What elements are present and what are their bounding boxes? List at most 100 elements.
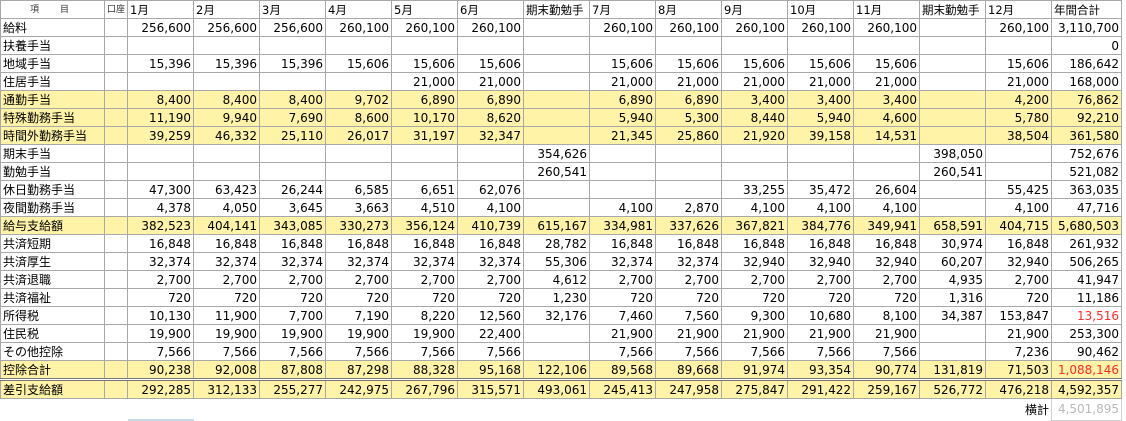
- value-cell[interactable]: 47,716: [1051, 198, 1123, 217]
- value-cell[interactable]: [655, 144, 723, 163]
- value-cell[interactable]: 260,100: [985, 18, 1053, 37]
- value-cell[interactable]: 9,940: [193, 108, 261, 127]
- value-cell[interactable]: 260,100: [325, 18, 393, 37]
- value-cell[interactable]: 720: [391, 288, 459, 307]
- value-cell[interactable]: 255,277: [259, 379, 327, 399]
- value-cell[interactable]: 7,566: [193, 342, 261, 361]
- value-cell[interactable]: [103, 90, 129, 109]
- row-label[interactable]: 休日勤務手当: [0, 180, 105, 199]
- value-cell[interactable]: 26,017: [325, 126, 393, 145]
- value-cell[interactable]: 259,167: [853, 379, 921, 399]
- value-cell[interactable]: 7,190: [325, 306, 393, 325]
- value-cell[interactable]: [985, 162, 1053, 181]
- value-cell[interactable]: 7,566: [325, 342, 393, 361]
- row-label[interactable]: 給料: [0, 18, 105, 37]
- empty-cell[interactable]: [656, 399, 722, 421]
- value-cell[interactable]: 131,819: [919, 360, 987, 381]
- value-cell[interactable]: 4,100: [787, 198, 855, 217]
- value-cell[interactable]: 15,606: [787, 54, 855, 73]
- value-cell[interactable]: 25,110: [259, 126, 327, 145]
- value-cell[interactable]: 3,400: [787, 90, 855, 109]
- value-cell[interactable]: [103, 72, 129, 91]
- value-cell[interactable]: [523, 72, 591, 91]
- value-cell[interactable]: 476,218: [985, 379, 1053, 399]
- value-cell[interactable]: [127, 36, 195, 55]
- value-cell[interactable]: [103, 270, 129, 289]
- value-cell[interactable]: 62,076: [457, 180, 525, 199]
- value-cell[interactable]: [193, 72, 261, 91]
- value-cell[interactable]: 7,566: [259, 342, 327, 361]
- value-cell[interactable]: 8,100: [853, 306, 921, 325]
- value-cell[interactable]: [127, 144, 195, 163]
- value-cell[interactable]: 242,975: [325, 379, 393, 399]
- empty-cell[interactable]: [524, 399, 590, 421]
- value-cell[interactable]: 76,862: [1051, 90, 1123, 109]
- value-cell[interactable]: 2,700: [391, 270, 459, 289]
- value-cell[interactable]: 720: [259, 288, 327, 307]
- value-cell[interactable]: [919, 126, 987, 145]
- header-cell-4[interactable]: 3月: [259, 0, 327, 19]
- header-cell-5[interactable]: 4月: [325, 0, 393, 19]
- value-cell[interactable]: 2,700: [457, 270, 525, 289]
- value-cell[interactable]: 11,186: [1051, 288, 1123, 307]
- value-cell[interactable]: 90,774: [853, 360, 921, 381]
- value-cell[interactable]: 720: [787, 288, 855, 307]
- value-cell[interactable]: 6,890: [457, 90, 525, 109]
- value-cell[interactable]: 2,700: [589, 270, 657, 289]
- value-cell[interactable]: 19,900: [391, 324, 459, 343]
- value-cell[interactable]: 90,462: [1051, 342, 1123, 361]
- value-cell[interactable]: [721, 144, 789, 163]
- value-cell[interactable]: 4,050: [193, 198, 261, 217]
- value-cell[interactable]: 2,700: [325, 270, 393, 289]
- value-cell[interactable]: [259, 36, 327, 55]
- row-label[interactable]: 地域手当: [0, 54, 105, 73]
- value-cell[interactable]: 720: [127, 288, 195, 307]
- value-cell[interactable]: 260,541: [919, 162, 987, 181]
- value-cell[interactable]: 87,298: [325, 360, 393, 381]
- value-cell[interactable]: 260,100: [853, 18, 921, 37]
- empty-cell[interactable]: [920, 399, 986, 421]
- value-cell[interactable]: [103, 234, 129, 253]
- header-cell-6[interactable]: 5月: [391, 0, 459, 19]
- value-cell[interactable]: 168,000: [1051, 72, 1123, 91]
- value-cell[interactable]: 22,400: [457, 324, 525, 343]
- value-cell[interactable]: 493,061: [523, 379, 591, 399]
- value-cell[interactable]: 3,400: [721, 90, 789, 109]
- value-cell[interactable]: 5,780: [985, 108, 1053, 127]
- value-cell[interactable]: 260,100: [391, 18, 459, 37]
- row-label[interactable]: 時間外勤務手当: [0, 126, 105, 145]
- value-cell[interactable]: 32,940: [985, 252, 1053, 271]
- value-cell[interactable]: 404,141: [193, 216, 261, 235]
- value-cell[interactable]: 7,700: [259, 306, 327, 325]
- value-cell[interactable]: [103, 324, 129, 343]
- value-cell[interactable]: [193, 36, 261, 55]
- value-cell[interactable]: 658,591: [919, 216, 987, 235]
- value-cell[interactable]: 16,848: [589, 234, 657, 253]
- value-cell[interactable]: [325, 36, 393, 55]
- value-cell[interactable]: 21,000: [655, 72, 723, 91]
- value-cell[interactable]: [259, 144, 327, 163]
- value-cell[interactable]: 21,000: [589, 72, 657, 91]
- value-cell[interactable]: 21,900: [787, 324, 855, 343]
- value-cell[interactable]: 330,273: [325, 216, 393, 235]
- value-cell[interactable]: [919, 72, 987, 91]
- value-cell[interactable]: [103, 379, 129, 399]
- row-label[interactable]: 住居手当: [0, 72, 105, 91]
- value-cell[interactable]: 88,328: [391, 360, 459, 381]
- value-cell[interactable]: 2,700: [787, 270, 855, 289]
- value-cell[interactable]: 4,100: [985, 198, 1053, 217]
- value-cell[interactable]: 32,374: [655, 252, 723, 271]
- value-cell[interactable]: 3,400: [853, 90, 921, 109]
- value-cell[interactable]: [391, 144, 459, 163]
- value-cell[interactable]: 35,472: [787, 180, 855, 199]
- value-cell[interactable]: 260,541: [523, 162, 591, 181]
- value-cell[interactable]: [919, 18, 987, 37]
- value-cell[interactable]: 47,300: [127, 180, 195, 199]
- value-cell[interactable]: 7,566: [853, 342, 921, 361]
- value-cell[interactable]: 256,600: [127, 18, 195, 37]
- value-cell[interactable]: 60,207: [919, 252, 987, 271]
- value-cell[interactable]: 7,566: [127, 342, 195, 361]
- value-cell[interactable]: 63,423: [193, 180, 261, 199]
- value-cell[interactable]: [523, 18, 591, 37]
- value-cell[interactable]: 16,848: [721, 234, 789, 253]
